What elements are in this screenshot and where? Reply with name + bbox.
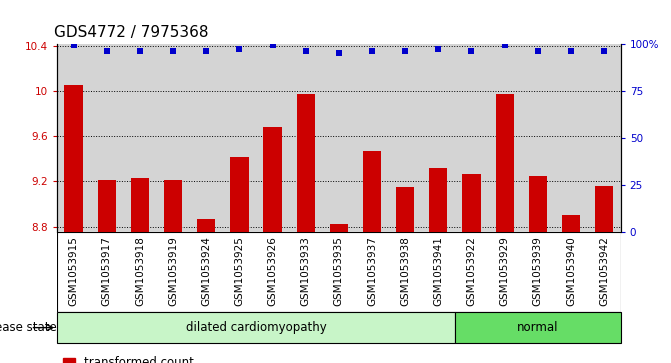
Point xyxy=(168,48,178,54)
Text: GSM1053925: GSM1053925 xyxy=(234,236,244,306)
Point xyxy=(234,46,245,52)
Bar xyxy=(595,186,613,232)
Point xyxy=(566,48,576,54)
Text: GSM1053918: GSM1053918 xyxy=(135,236,145,306)
Legend: transformed count, percentile rank within the sample: transformed count, percentile rank withi… xyxy=(63,356,284,363)
Bar xyxy=(329,224,348,232)
Bar xyxy=(197,219,215,232)
Text: GSM1053915: GSM1053915 xyxy=(68,236,79,306)
Bar xyxy=(363,151,381,232)
Bar xyxy=(529,176,547,232)
Text: GSM1053940: GSM1053940 xyxy=(566,236,576,306)
Bar xyxy=(57,312,455,343)
Text: GSM1053917: GSM1053917 xyxy=(102,236,112,306)
Text: GSM1053939: GSM1053939 xyxy=(533,236,543,306)
Point xyxy=(400,48,411,54)
Text: GSM1053941: GSM1053941 xyxy=(433,236,444,306)
Point xyxy=(68,42,79,48)
Point xyxy=(301,48,311,54)
Bar xyxy=(455,312,621,343)
Point xyxy=(333,50,344,56)
Text: dilated cardiomyopathy: dilated cardiomyopathy xyxy=(186,321,326,334)
Point xyxy=(267,42,278,48)
Point xyxy=(135,48,146,54)
Text: GSM1053922: GSM1053922 xyxy=(466,236,476,306)
Bar xyxy=(64,85,83,232)
Text: GDS4772 / 7975368: GDS4772 / 7975368 xyxy=(54,25,209,40)
Text: GSM1053926: GSM1053926 xyxy=(268,236,278,306)
Point xyxy=(433,46,444,52)
Bar xyxy=(396,187,414,232)
Text: GSM1053933: GSM1053933 xyxy=(301,236,311,306)
Text: normal: normal xyxy=(517,321,558,334)
Text: GSM1053919: GSM1053919 xyxy=(168,236,178,306)
Text: GSM1053942: GSM1053942 xyxy=(599,236,609,306)
Point xyxy=(101,48,112,54)
Bar xyxy=(98,180,116,232)
Point xyxy=(499,42,510,48)
Point xyxy=(201,48,211,54)
Text: disease state: disease state xyxy=(0,321,57,334)
Point xyxy=(599,48,609,54)
Text: GSM1053938: GSM1053938 xyxy=(400,236,410,306)
Bar xyxy=(562,215,580,232)
Bar xyxy=(131,178,149,232)
Text: GSM1053929: GSM1053929 xyxy=(500,236,510,306)
Text: GSM1053924: GSM1053924 xyxy=(201,236,211,306)
Point xyxy=(366,48,377,54)
Bar xyxy=(495,94,514,232)
Bar xyxy=(264,127,282,232)
Bar xyxy=(164,180,183,232)
Bar xyxy=(230,156,248,232)
Bar xyxy=(462,174,480,232)
Text: GSM1053937: GSM1053937 xyxy=(367,236,377,306)
Bar xyxy=(297,94,315,232)
Point xyxy=(466,48,477,54)
Bar xyxy=(429,168,448,232)
Text: GSM1053935: GSM1053935 xyxy=(334,236,344,306)
Point xyxy=(532,48,543,54)
